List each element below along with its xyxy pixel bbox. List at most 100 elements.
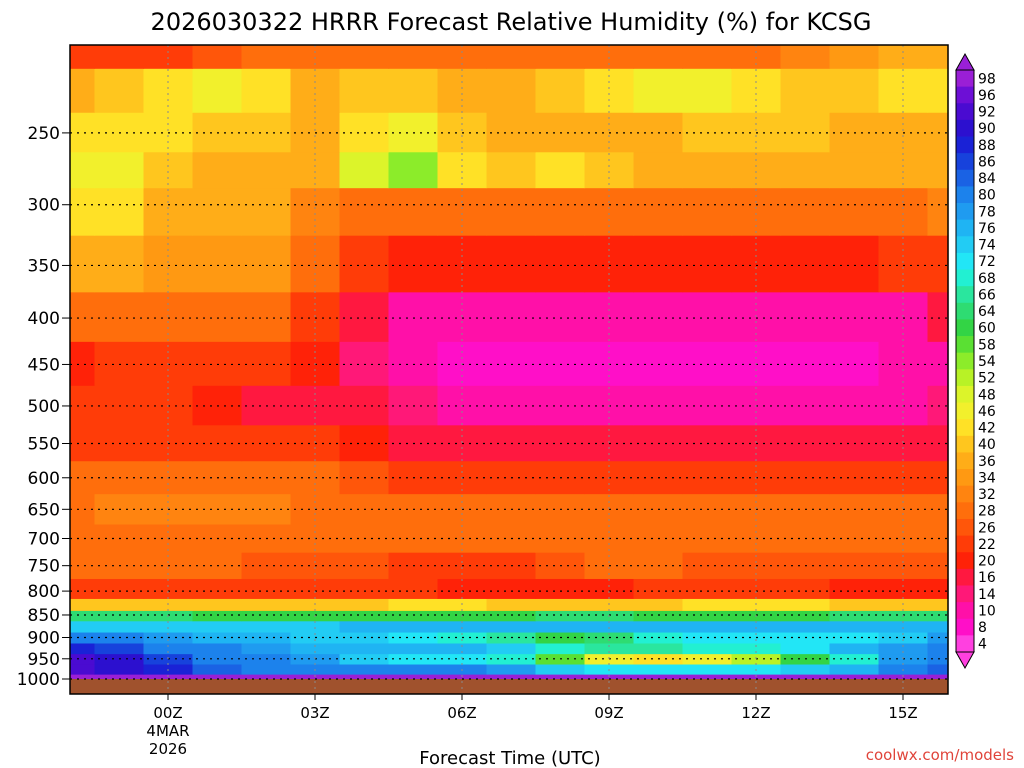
heatmap-cell — [70, 578, 96, 599]
heatmap-cell — [927, 578, 949, 599]
heatmap-cell — [829, 291, 880, 342]
colorbar-label: 90 — [978, 121, 996, 137]
heatmap-cell — [829, 68, 880, 113]
heatmap-cell — [241, 187, 292, 236]
heatmap-cell — [633, 112, 684, 153]
heatmap-cell — [633, 68, 684, 113]
colorbar-label: 16 — [978, 570, 996, 586]
heatmap-cell — [388, 385, 439, 426]
colorbar-swatch — [956, 518, 974, 536]
heatmap-cell — [535, 45, 586, 69]
heatmap-cell — [829, 578, 880, 599]
heatmap-cell — [94, 642, 145, 655]
heatmap-cell — [70, 663, 96, 675]
heatmap-cell — [388, 578, 439, 599]
heatmap-cell — [94, 578, 145, 599]
heatmap-cell — [388, 151, 439, 189]
colorbar-swatch — [956, 452, 974, 470]
gridlines — [70, 45, 948, 694]
colorbar-label: 76 — [978, 221, 996, 237]
heatmap-cell — [927, 598, 949, 611]
heatmap-cell — [192, 385, 243, 426]
heatmap-cell — [633, 45, 684, 69]
colorbar-label: 28 — [978, 504, 996, 520]
heatmap-cell — [241, 235, 292, 293]
plot-frame — [69, 44, 949, 695]
heatmap-cell — [70, 631, 96, 644]
colorbar-label: 64 — [978, 304, 996, 320]
colorbar-swatch — [956, 119, 974, 137]
heatmap-cell — [241, 642, 292, 655]
heatmap-cell — [682, 68, 733, 113]
heatmap-cell — [682, 112, 733, 153]
heatmap-cell — [584, 151, 635, 189]
heatmap-cell — [241, 45, 292, 69]
heatmap-cell — [241, 291, 292, 342]
heatmap-cell — [927, 620, 949, 633]
y-tick-label: 950 — [28, 650, 60, 670]
heatmap-cell — [682, 187, 733, 236]
heatmap-cell — [94, 187, 145, 236]
heatmap-cell — [70, 493, 96, 525]
heatmap-cell — [633, 235, 684, 293]
colorbar-swatch — [956, 369, 974, 387]
colorbar-label: 40 — [978, 437, 996, 453]
heatmap-cell — [388, 341, 439, 386]
heatmap-cell — [94, 674, 145, 680]
heatmap-cell — [486, 45, 537, 69]
heatmap-cell — [339, 674, 390, 680]
colorbar-swatch — [956, 635, 974, 653]
heatmap-cell — [241, 385, 292, 426]
y-tick-label: 750 — [28, 557, 60, 577]
heatmap-cell — [143, 642, 194, 655]
colorbar-swatch — [956, 103, 974, 121]
colorbar-swatch — [956, 336, 974, 354]
colorbar-label: 78 — [978, 204, 996, 220]
heatmap-cell — [780, 235, 831, 293]
heatmap-cell — [535, 642, 586, 655]
colorbar-swatch — [956, 485, 974, 503]
heatmap-cell — [829, 620, 880, 633]
heatmap-cell — [780, 578, 831, 599]
colorbar-label: 60 — [978, 321, 996, 337]
heatmap-cell — [339, 291, 390, 342]
heatmap-cell — [633, 291, 684, 342]
heatmap-cell — [70, 424, 96, 462]
heatmap-cell — [682, 291, 733, 342]
heatmap-cell — [94, 663, 145, 675]
heatmap-cell — [437, 187, 488, 236]
heatmap-cell — [339, 578, 390, 599]
heatmap-cell — [70, 653, 96, 665]
heatmap-cell — [780, 341, 831, 386]
heatmap-cell — [192, 674, 243, 680]
heatmap-cell — [339, 187, 390, 236]
heatmap-cell — [829, 187, 880, 236]
colorbar-swatch — [956, 385, 974, 403]
heatmap-cell — [731, 578, 782, 599]
colorbar-label: 20 — [978, 554, 996, 570]
heatmap-cell — [731, 45, 782, 69]
heatmap-cell — [535, 68, 586, 113]
colorbar-label: 58 — [978, 337, 996, 353]
heatmap-cell — [70, 385, 96, 426]
heatmap-cell — [94, 68, 145, 113]
heatmap-cell — [70, 291, 96, 342]
heatmap-cell — [829, 674, 880, 680]
colorbar-label: 10 — [978, 603, 996, 619]
colorbar-label: 42 — [978, 421, 996, 437]
heatmap-cell — [878, 578, 929, 599]
heatmap-cell — [192, 578, 243, 599]
heatmap-cell — [633, 187, 684, 236]
colorbar-swatch — [956, 136, 974, 154]
heatmap-cell — [70, 610, 96, 622]
heatmap-cell — [535, 620, 586, 633]
heatmap-cell — [339, 341, 390, 386]
heatmap-cell — [486, 187, 537, 236]
colorbar-swatch — [956, 236, 974, 254]
ground-bar — [70, 679, 948, 694]
colorbar-label: 32 — [978, 487, 996, 503]
heatmap-cell — [682, 45, 733, 69]
heatmap-cell — [70, 112, 96, 153]
heatmap-cell — [192, 68, 243, 113]
